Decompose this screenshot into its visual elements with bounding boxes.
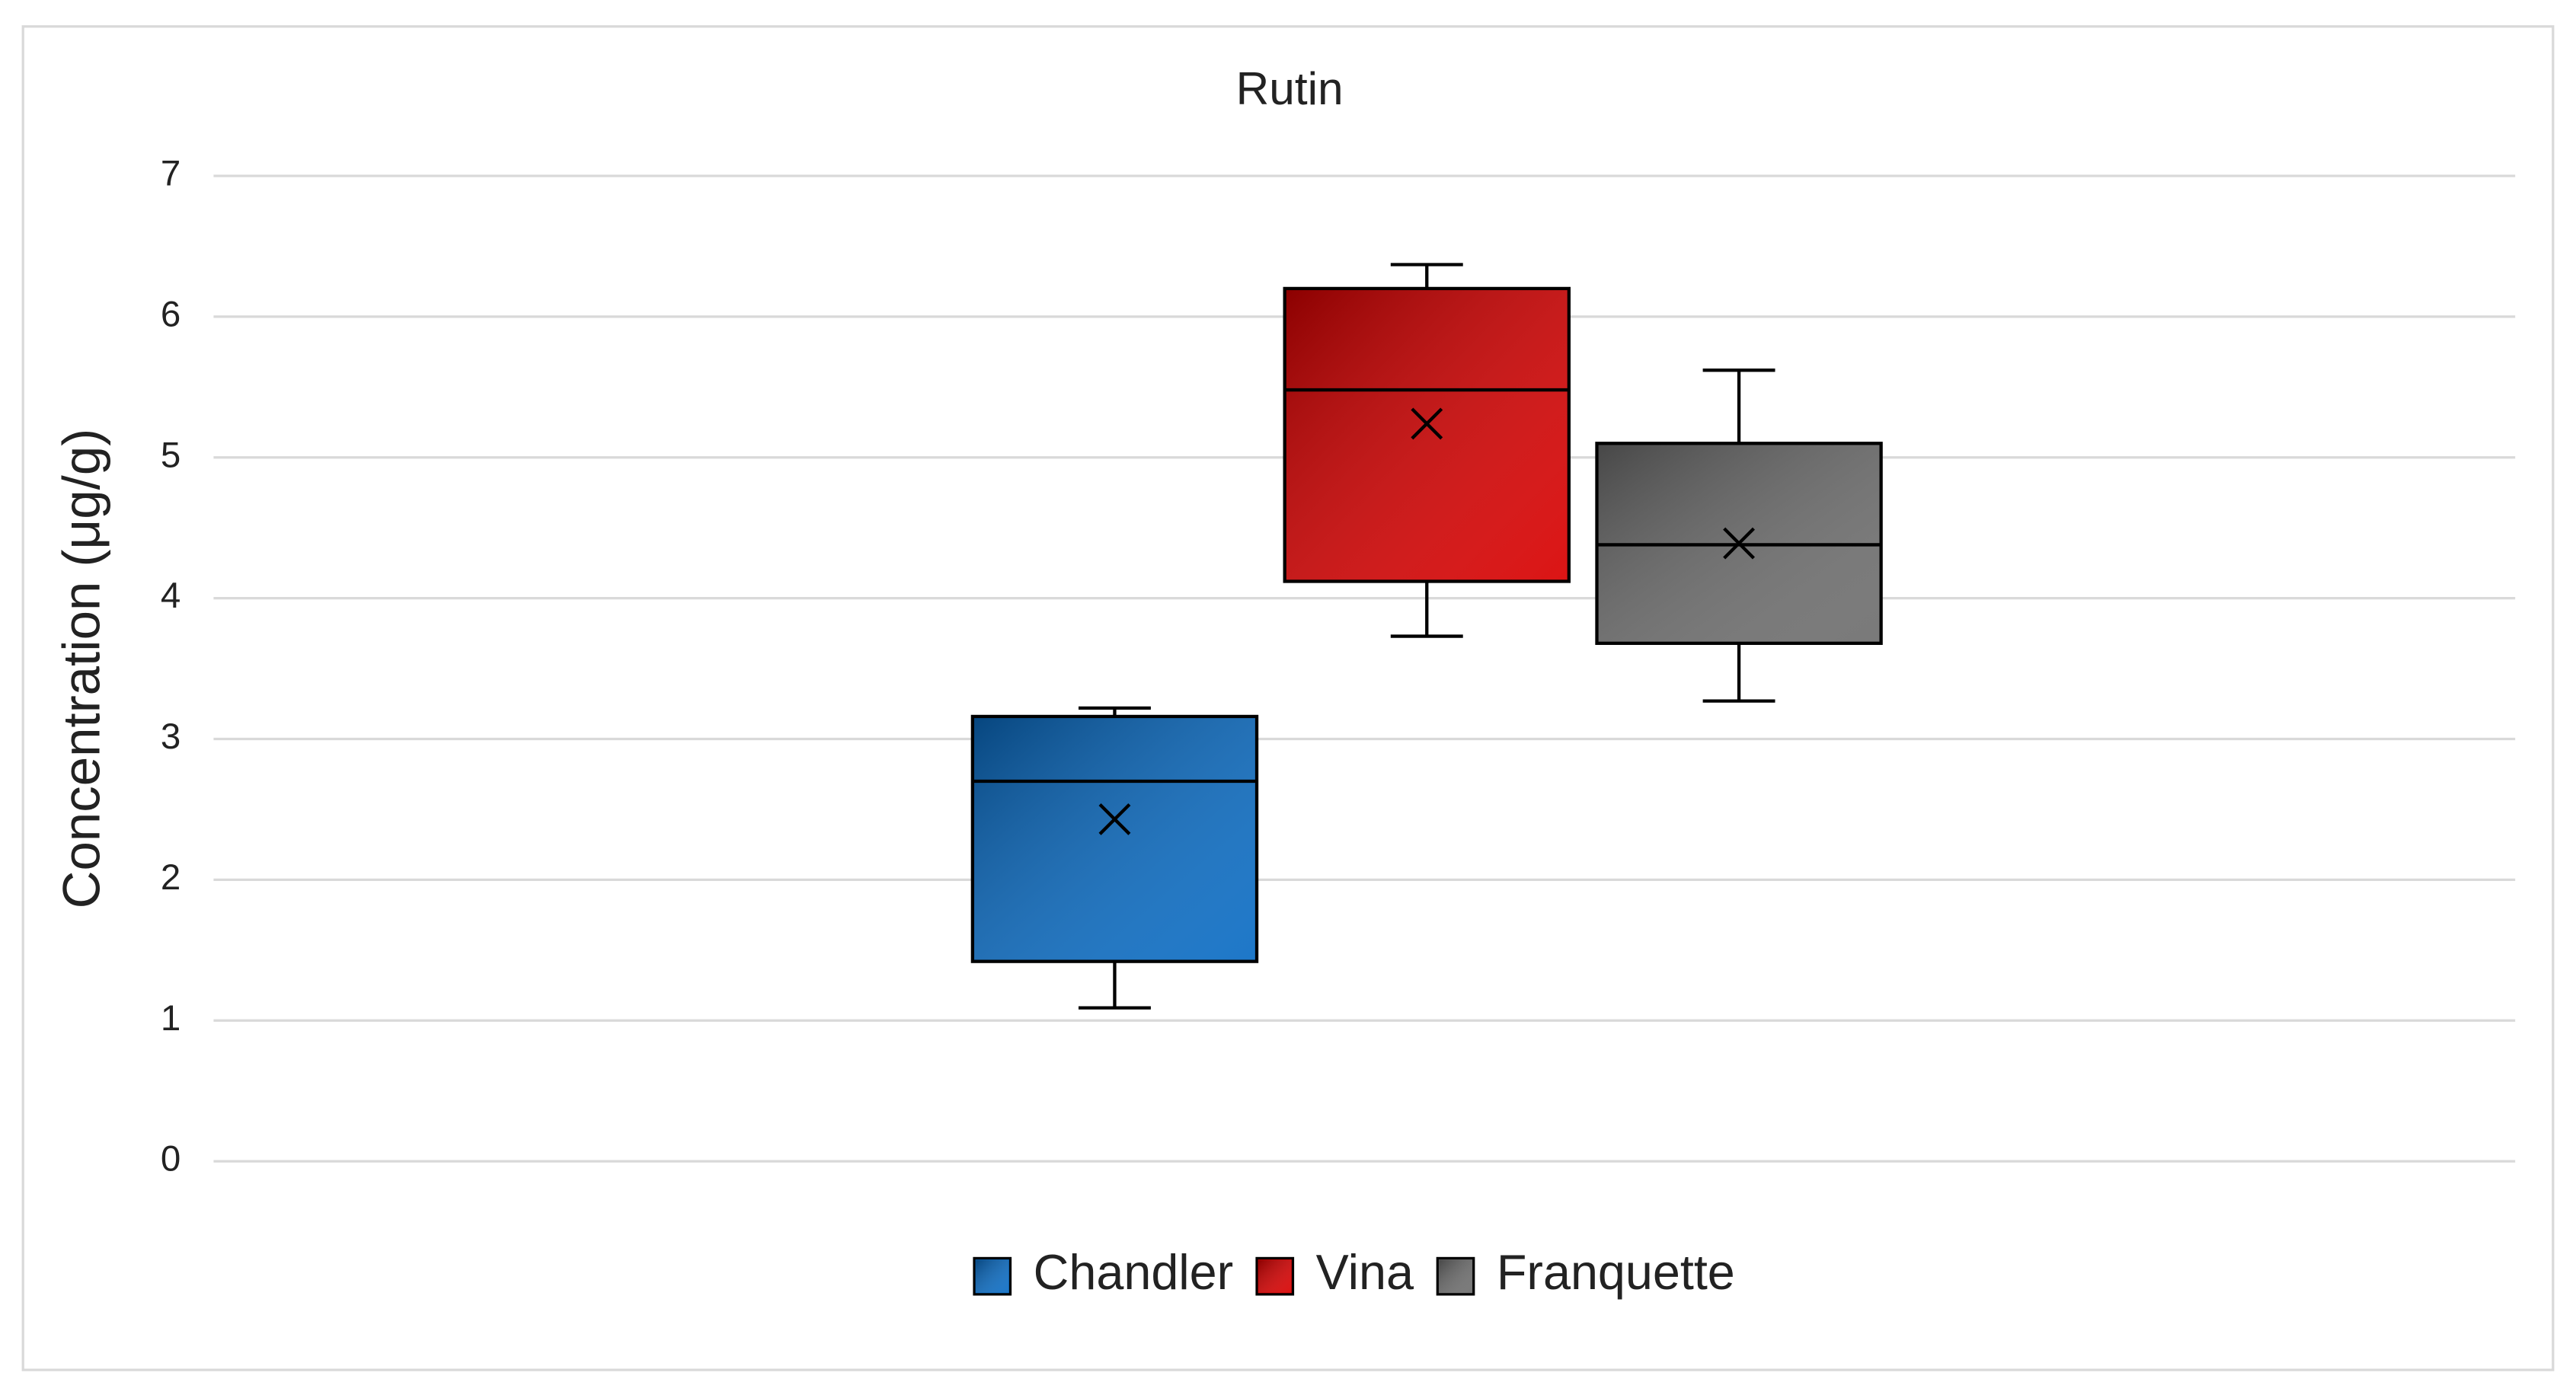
mean-marker <box>1098 803 1131 835</box>
legend-swatch-shade <box>1439 1259 1472 1293</box>
box-shade <box>1286 290 1568 580</box>
y-tick-label: 0 <box>161 1139 181 1179</box>
y-tick-label: 3 <box>161 717 181 757</box>
y-axis-label: Concentration (μg/g) <box>52 429 110 909</box>
mean-marker <box>1723 527 1756 560</box>
legend-swatch-shade <box>1258 1259 1292 1293</box>
y-tick-label: 2 <box>161 857 181 898</box>
y-tick-label: 1 <box>161 998 181 1039</box>
legend-label: Franquette <box>1497 1244 1735 1300</box>
y-tick-label: 5 <box>161 435 181 475</box>
legend-label: Vina <box>1316 1244 1414 1300</box>
mean-marker <box>1411 407 1443 440</box>
y-tick-label: 7 <box>161 154 181 194</box>
y-tick-label: 6 <box>161 294 181 334</box>
chart-frame <box>21 25 2555 1371</box>
legend-label: Chandler <box>1034 1244 1234 1300</box>
box-shade <box>974 718 1255 960</box>
legend-swatch-shade <box>976 1259 1009 1293</box>
y-tick-label: 4 <box>161 576 181 616</box>
chart-title: Rutin <box>1236 62 1344 114</box>
